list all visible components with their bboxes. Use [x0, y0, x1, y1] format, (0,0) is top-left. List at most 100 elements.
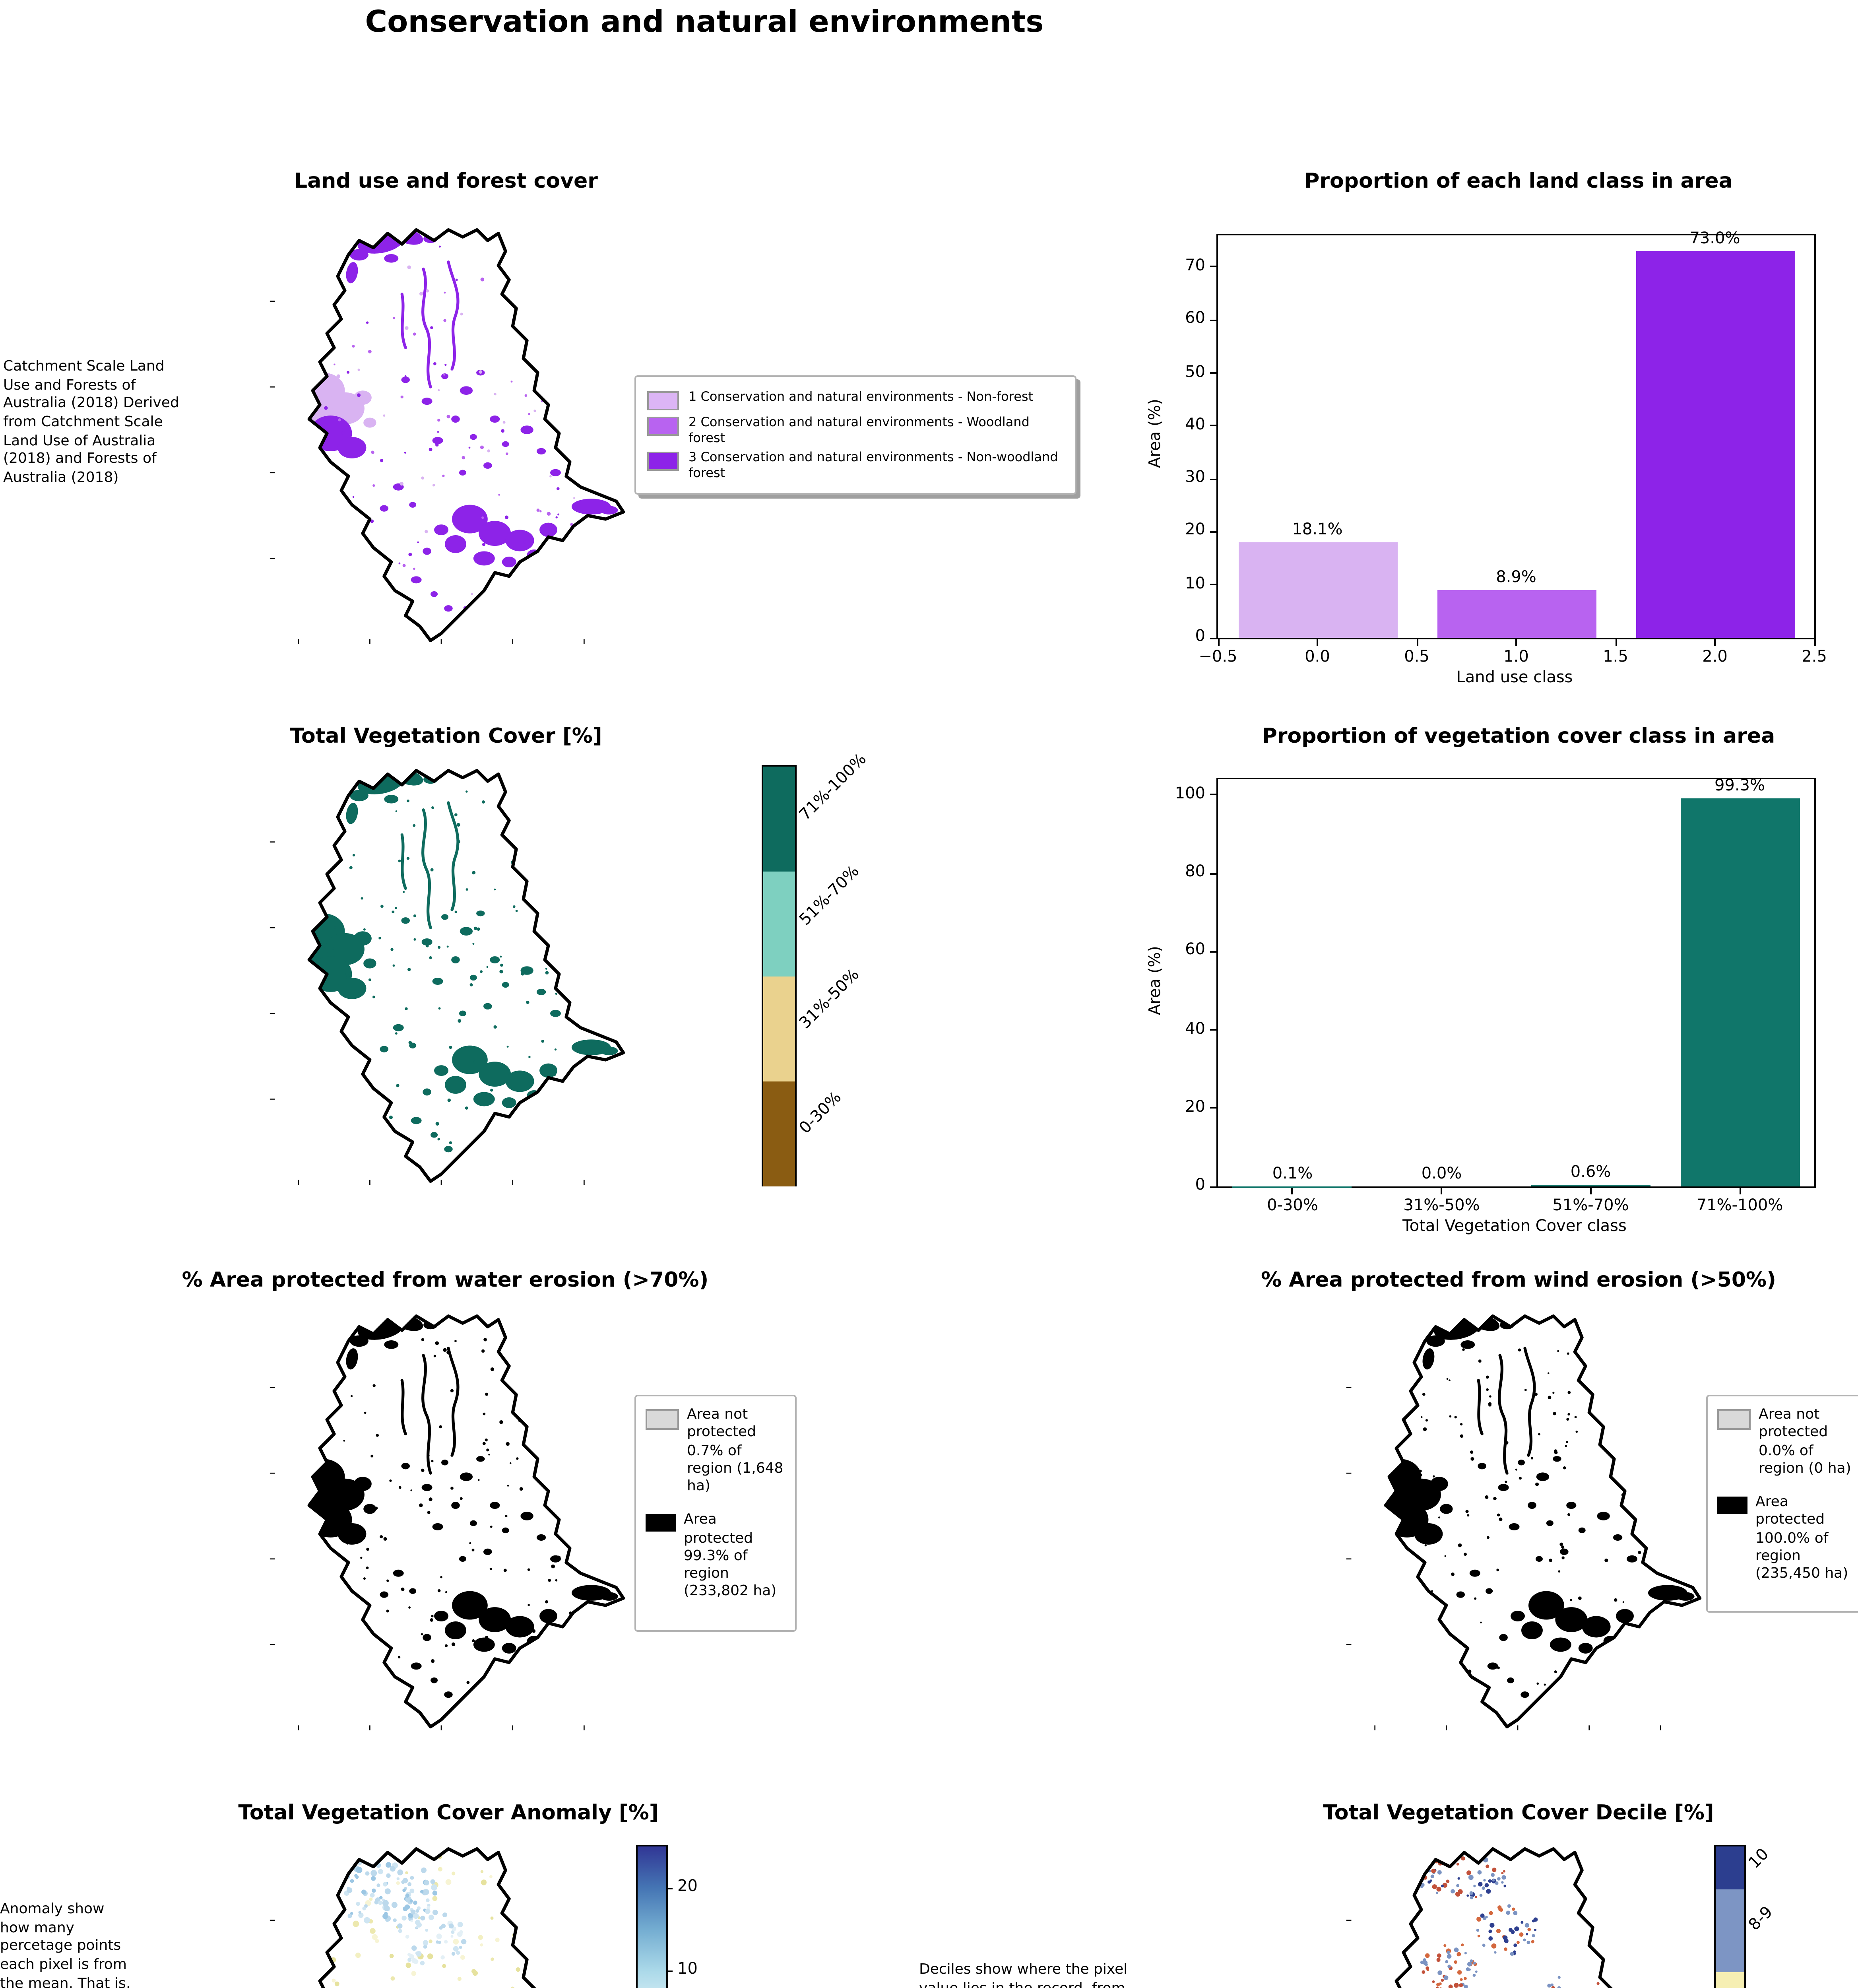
bar-value-label: 99.3%: [1714, 777, 1765, 795]
y-tick-label: 30: [1185, 469, 1205, 487]
landclass-chart-title: Proportion of each land class in area: [1304, 170, 1733, 194]
bar-value-label: 0.6%: [1570, 1163, 1611, 1181]
x-tick-label: 71%-100%: [1696, 1198, 1783, 1215]
legend-label: 2 Conservation and natural environments …: [689, 415, 1030, 445]
legend-swatch: [646, 1409, 679, 1430]
y-tick: [1210, 531, 1218, 533]
y-tick-label: 0: [1195, 1177, 1206, 1194]
legend-item: Area protected 100.0% of region (235,450…: [1717, 1495, 1857, 1584]
y-tick-label: 0: [1195, 628, 1206, 646]
catchment-boundary: [307, 1314, 625, 1729]
catchment-boundary: [307, 228, 625, 643]
y-tick: [1210, 637, 1218, 639]
legend-item: Area protected 99.3% of region (233,802 …: [646, 1513, 785, 1602]
y-tick: [1210, 584, 1218, 586]
map-water-svg: [270, 1314, 625, 1730]
x-tick-label: 0-30%: [1267, 1198, 1318, 1215]
x-tick-label: 0.5: [1404, 649, 1429, 666]
anomaly-colorbar: −20−1001020: [636, 1845, 698, 1988]
x-tick-label: 1.0: [1503, 649, 1529, 666]
y-tick: [1210, 372, 1218, 374]
legend-item: 3 Conservation and natural environments …: [647, 450, 1064, 481]
bar-value-label: 0.0%: [1421, 1166, 1462, 1183]
x-tick: [1714, 638, 1716, 646]
bar-value-label: 73.0%: [1689, 231, 1740, 248]
y-tick-label: 10: [1185, 575, 1205, 593]
map-wind-svg: [1346, 1314, 1702, 1730]
map-anom-svg: [270, 1847, 589, 1988]
colorbar-tick-label: 10: [677, 1961, 698, 1979]
x-tick-label: −0.5: [1199, 649, 1237, 666]
x-tick: [1590, 1186, 1592, 1194]
colorbar-segment: [763, 976, 795, 1081]
x-tick: [1317, 638, 1318, 646]
y-tick: [1210, 794, 1218, 796]
vegcover-map: [267, 763, 630, 1185]
x-tick-label: 2.0: [1702, 649, 1728, 666]
colorbar-label: 0-30%: [797, 1089, 846, 1138]
colorbar-segment: [763, 871, 795, 977]
decile-caption: Deciles show where the pixel value lies …: [919, 1963, 1128, 1988]
catchment-boundary: [318, 1847, 537, 1988]
bar: [1635, 251, 1794, 638]
y-tick: [1210, 872, 1218, 874]
x-tick: [1813, 638, 1815, 646]
x-tick: [1416, 638, 1418, 646]
y-tick-label: 40: [1185, 1020, 1205, 1038]
decile-map: [1344, 1842, 1706, 1988]
colorbar-label: 10: [1746, 1846, 1773, 1873]
y-tick-label: 70: [1185, 257, 1205, 275]
y-tick-label: 60: [1185, 311, 1205, 328]
legend-label: Area protected 99.3% of region (233,802 …: [684, 1513, 777, 1600]
catchment-boundary: [1394, 1847, 1613, 1988]
catchment-boundary: [307, 769, 625, 1183]
wind-erosion-legend: Area not protected 0.0% of region (0 ha)…: [1706, 1395, 1858, 1613]
water-erosion-map: [267, 1309, 630, 1730]
vegclass-chart-xlabel: Total Vegetation Cover class: [1402, 1218, 1627, 1236]
colorbar-segment: [763, 767, 795, 872]
legend-label: Area protected 100.0% of region (235,450…: [1755, 1495, 1848, 1582]
decile-colorbar: 12-34-78-910: [1714, 1845, 1777, 1988]
colorbar-tick: [666, 1887, 673, 1889]
legend-item: 2 Conservation and natural environments …: [647, 415, 1064, 446]
vegclass-bar-chart: 0 20 40 60 80 100 0-30% 31%-50% 51%-70% 71%-100% 0…: [1175, 777, 1816, 1215]
x-tick-label: 2.5: [1802, 649, 1827, 666]
map-veg-svg: [270, 769, 625, 1185]
y-tick: [1210, 266, 1218, 268]
vegcover-colorbar: 0-30% 31%-50% 51%-70% 71%-100%: [762, 751, 871, 1186]
landuse-caption: Catchment Scale Land Use and Forests of …: [3, 359, 179, 487]
y-tick-label: 60: [1185, 942, 1205, 960]
decile-map-title: Total Vegetation Cover Decile [%]: [1323, 1802, 1714, 1826]
legend-item: 1 Conservation and natural environments …: [647, 390, 1064, 410]
x-tick: [1739, 1186, 1741, 1194]
colorbar-label: 31%-50%: [797, 967, 863, 1034]
x-tick: [1441, 1186, 1443, 1194]
y-tick: [1210, 478, 1218, 480]
bar-value-label: 0.1%: [1272, 1165, 1313, 1183]
y-tick-label: 100: [1175, 785, 1205, 803]
map-decile-svg: [1346, 1847, 1613, 1988]
bar: [1238, 542, 1397, 638]
y-tick-label: 20: [1185, 1099, 1205, 1116]
bar-value-label: 8.9%: [1496, 570, 1536, 588]
vegclass-chart-title: Proportion of vegetation cover class in …: [1262, 725, 1775, 749]
y-tick: [1210, 425, 1218, 427]
legend-label: Area not protected 0.0% of region (0 ha): [1759, 1408, 1851, 1477]
page-title: Conservation and natural environments: [365, 5, 1044, 40]
colorbar-segment: [763, 1080, 795, 1186]
legend-item: Area not protected 0.7% of region (1,648…: [646, 1408, 785, 1497]
x-tick: [1217, 638, 1219, 646]
bar: [1437, 590, 1596, 638]
catchment-boundary: [1384, 1314, 1702, 1729]
bar: [1531, 1184, 1650, 1186]
legend-swatch: [646, 1514, 676, 1532]
colorbar-tick: [666, 1970, 673, 1972]
legend-swatch: [647, 452, 679, 471]
water-erosion-legend: Area not protected 0.7% of region (1,648…: [634, 1395, 797, 1631]
vegcover-map-title: Total Vegetation Cover [%]: [290, 725, 602, 749]
colorbar-label: 51%-70%: [797, 862, 863, 929]
y-tick: [1210, 1029, 1218, 1031]
landuse-map-title: Land use and forest cover: [294, 170, 598, 194]
anomaly-caption: Anomaly show how many percetage points e…: [0, 1902, 131, 1988]
